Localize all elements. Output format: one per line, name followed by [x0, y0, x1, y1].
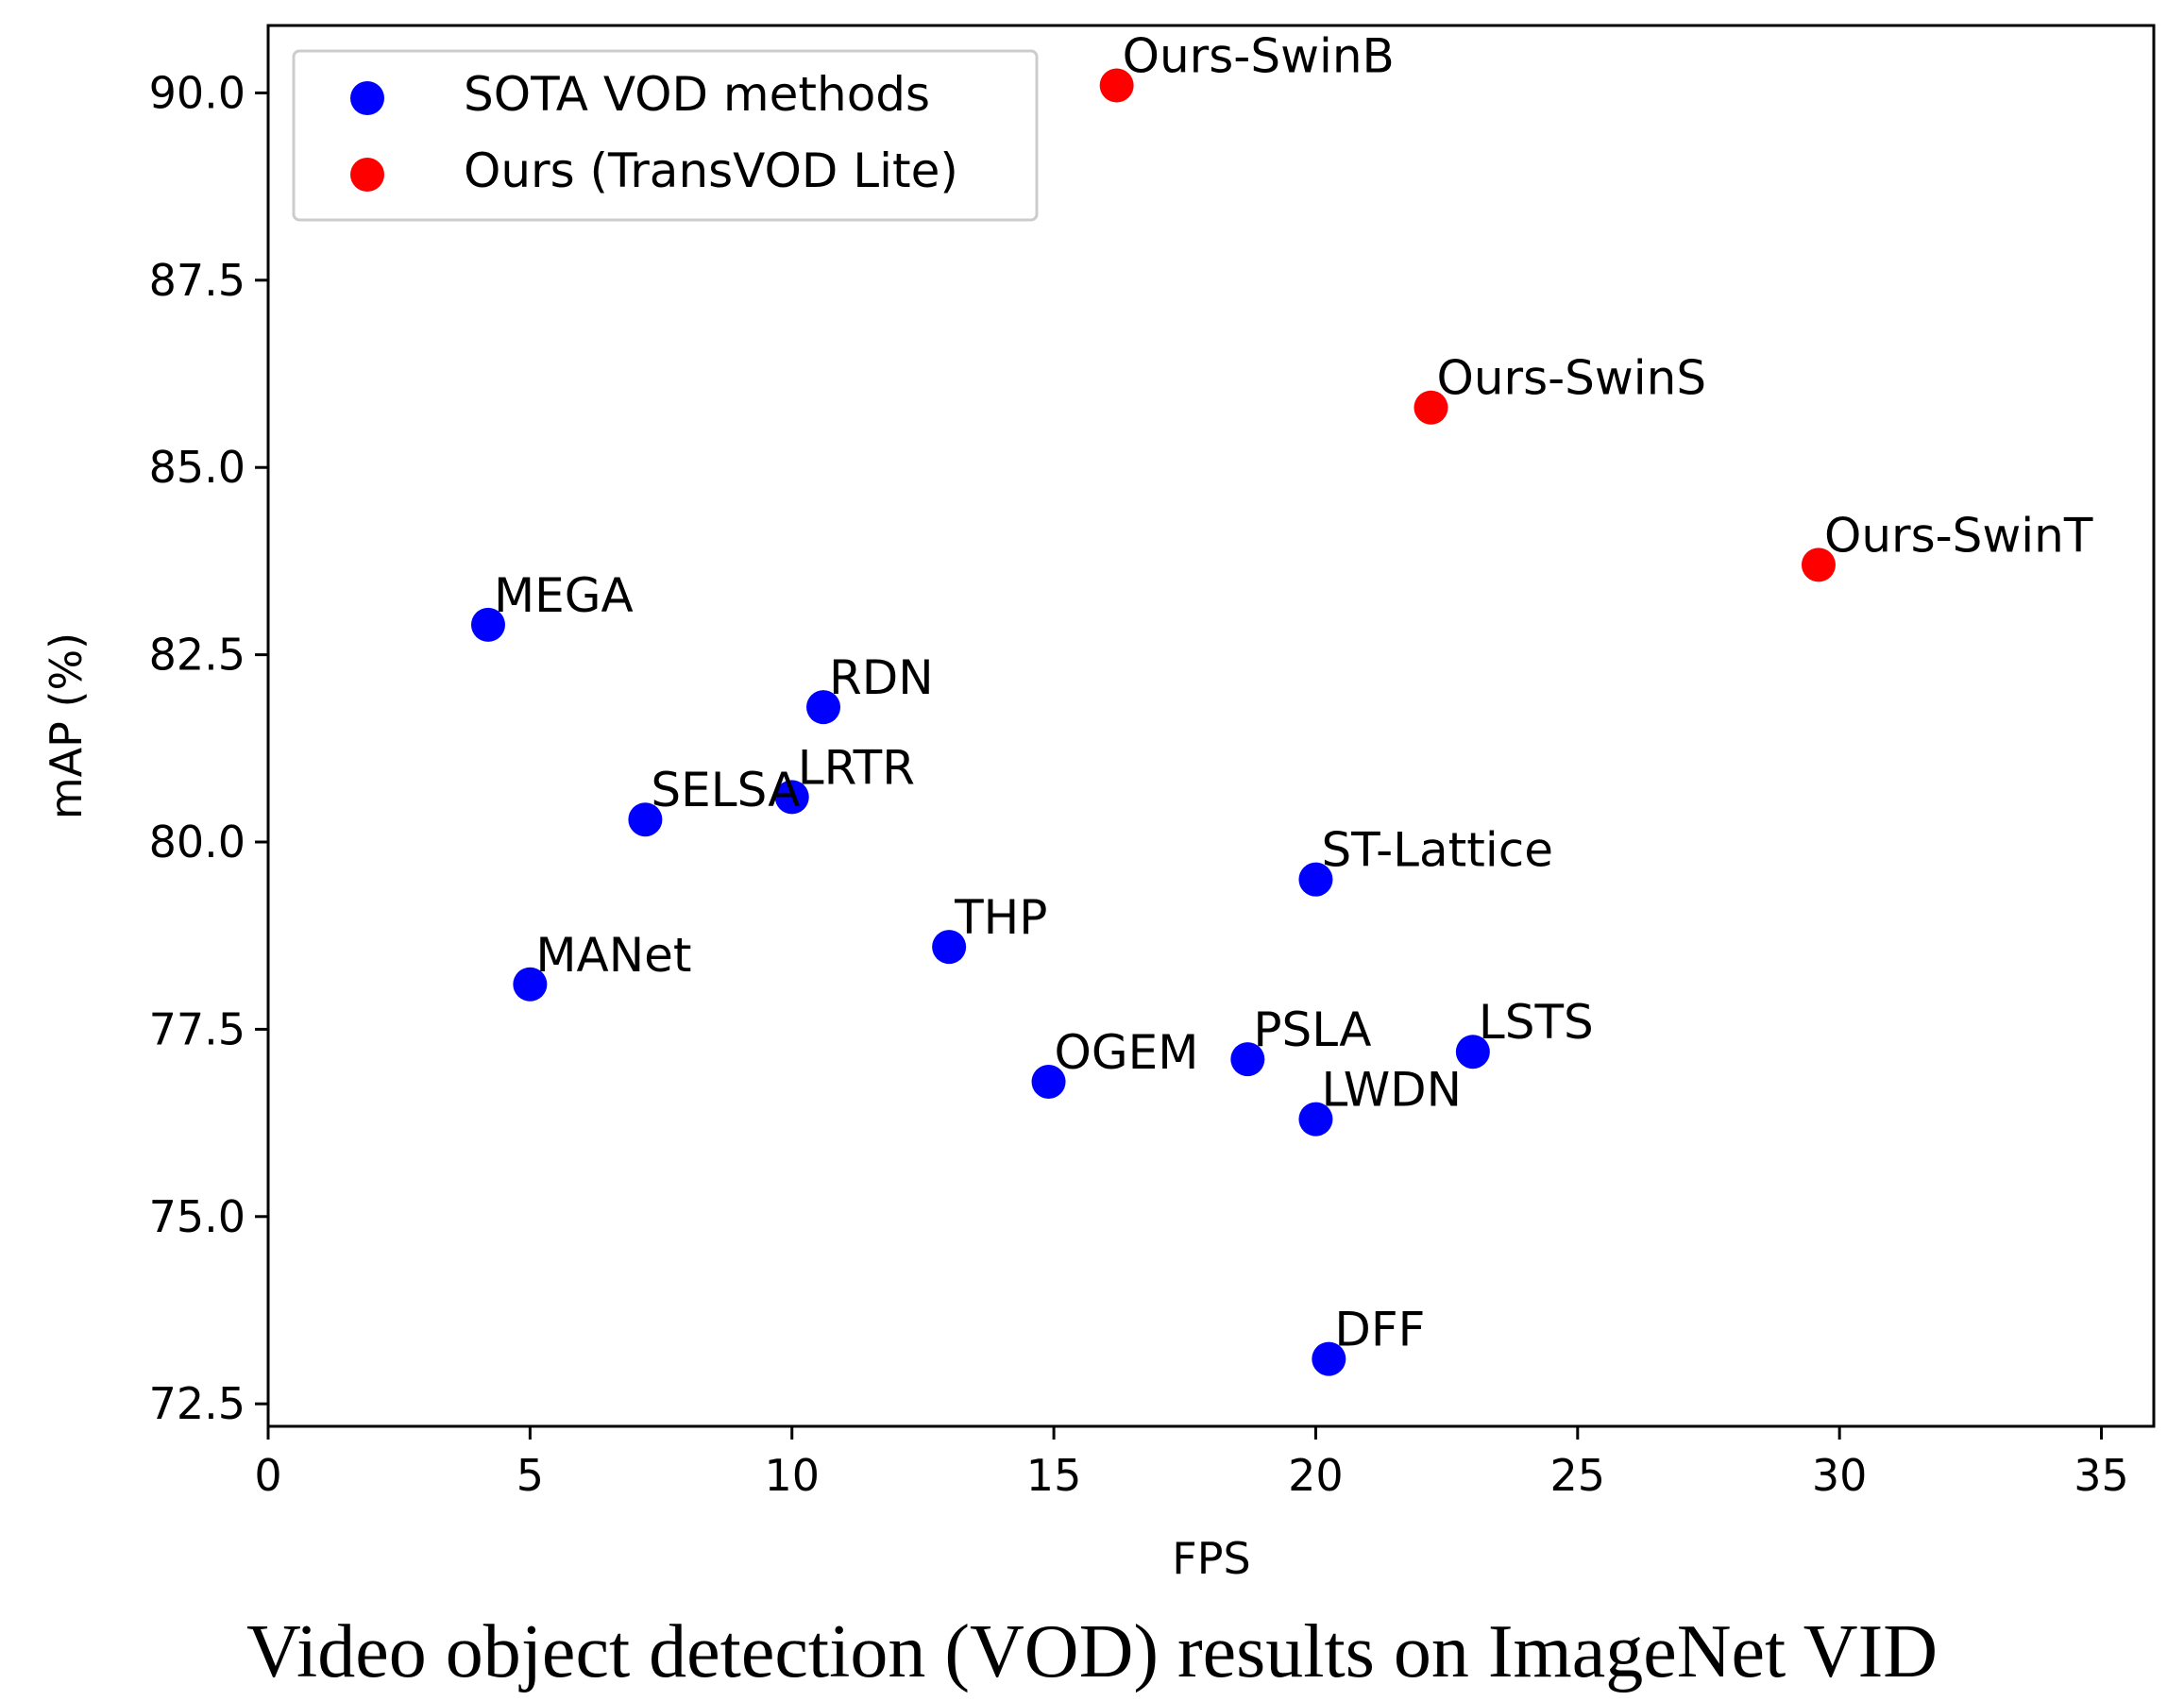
point-label: Ours-SwinT: [1824, 508, 2093, 563]
point-label: THP: [954, 890, 1047, 945]
legend-marker-ours: [350, 158, 384, 192]
data-point-thp: [932, 930, 967, 965]
data-point-rdn: [806, 690, 841, 725]
legend-label-sota: SOTA VOD methods: [464, 67, 930, 122]
y-tick-label: 72.5: [149, 1378, 245, 1429]
data-point-lwdn: [1298, 1102, 1333, 1137]
point-label: Ours-SwinB: [1123, 28, 1395, 83]
figure-caption: Video object detection (VOD) results on …: [246, 1610, 1938, 1693]
x-tick-label: 30: [1812, 1450, 1868, 1501]
point-label: PSLA: [1253, 1002, 1371, 1057]
point-label: LRTR: [798, 740, 915, 795]
legend-label-ours: Ours (TransVOD Lite): [464, 143, 958, 198]
plot-area: [266, 24, 2156, 1428]
data-point-mega: [470, 607, 505, 642]
legend-box: [292, 49, 1039, 222]
data-point-dff: [1312, 1341, 1346, 1376]
y-tick-label: 87.5: [149, 255, 245, 306]
point-label: MEGA: [494, 568, 634, 623]
y-axis-ticks: 72.5 75.0 77.5 80.0 82.5 85.0 87.5 90.0: [149, 67, 268, 1429]
x-tick-label: 5: [516, 1450, 544, 1501]
data-point-psla: [1230, 1042, 1265, 1077]
point-label: OGEM: [1055, 1025, 1199, 1080]
data-point-ours-swint: [1801, 547, 1836, 582]
data-point-lsts: [1455, 1035, 1490, 1069]
point-label: SELSA: [651, 763, 800, 817]
point-label: DFF: [1334, 1303, 1425, 1357]
data-point-st-lattice: [1298, 862, 1333, 897]
x-tick-label: 20: [1288, 1450, 1344, 1501]
x-tick-label: 0: [254, 1450, 281, 1501]
x-tick-label: 15: [1026, 1450, 1082, 1501]
data-point-selsa: [628, 802, 663, 837]
point-label: LWDN: [1321, 1063, 1462, 1118]
x-axis-ticks: 0 5 10 15 20 25 30 35: [254, 1426, 2129, 1501]
y-tick-label: 82.5: [149, 630, 245, 681]
x-tick-label: 25: [1550, 1450, 1606, 1501]
legend-marker-sota: [350, 81, 384, 115]
data-point-manet: [513, 967, 548, 1002]
x-tick-label: 35: [2074, 1450, 2129, 1501]
point-label: LSTS: [1479, 995, 1594, 1050]
data-point-ogem: [1031, 1064, 1066, 1099]
y-tick-label: 75.0: [149, 1191, 245, 1242]
point-label: ST-Lattice: [1321, 823, 1553, 878]
y-tick-label: 77.5: [149, 1003, 245, 1054]
point-label: Ours-SwinS: [1436, 351, 1706, 406]
data-point-lrtr: [774, 780, 809, 815]
point-label: RDN: [829, 650, 934, 705]
data-point-ours-swinb: [1099, 68, 1134, 103]
legend: SOTA VOD methods Ours (TransVOD Lite): [292, 49, 1039, 222]
y-tick-label: 80.0: [149, 817, 245, 867]
y-axis-title: mAP (%): [41, 632, 92, 819]
x-tick-label: 10: [764, 1450, 820, 1501]
point-label: MANet: [535, 928, 691, 983]
data-point-ours-swins: [1414, 390, 1448, 425]
x-axis-title: FPS: [1172, 1533, 1250, 1584]
y-tick-label: 90.0: [149, 67, 245, 118]
y-tick-label: 85.0: [149, 442, 245, 493]
